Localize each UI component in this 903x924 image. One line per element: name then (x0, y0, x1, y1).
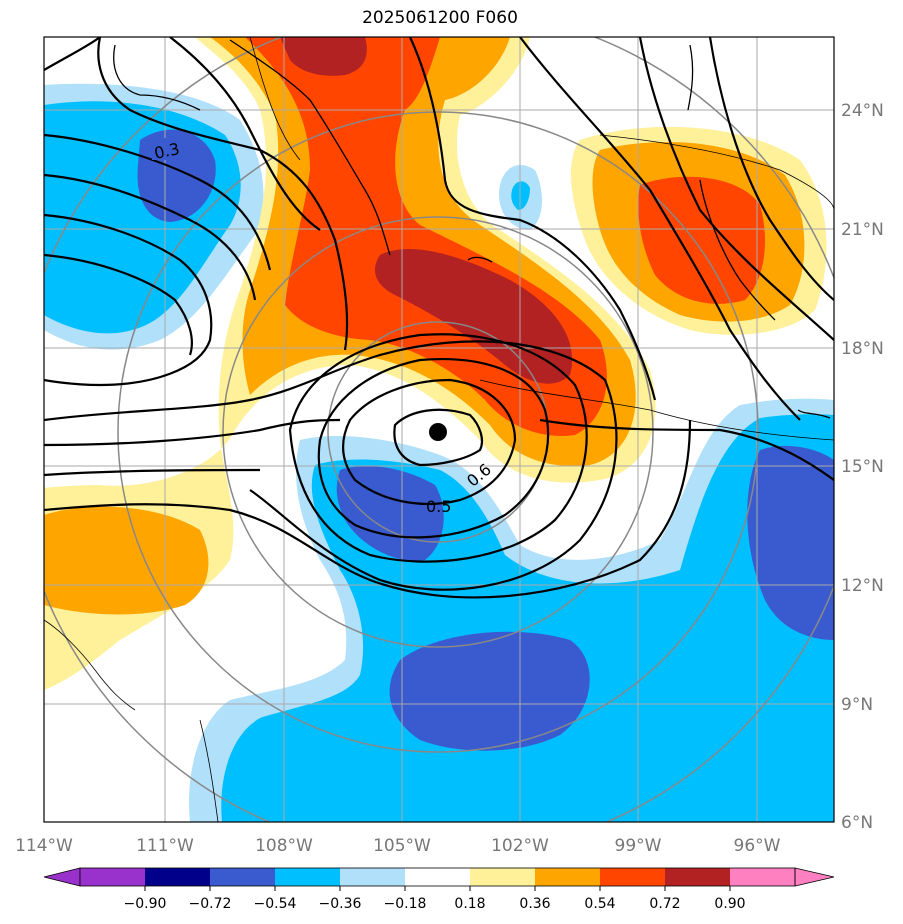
colorbar-segment (535, 868, 600, 886)
colorbar-segment (665, 868, 730, 886)
map-frame (43, 36, 835, 823)
lon-label-99w: 99°W (615, 836, 662, 856)
lat-label-24n: 24°N (841, 101, 884, 121)
colorbar-tick-label: 0.18 (454, 896, 485, 912)
colorbar-min-extend (43, 867, 81, 887)
lon-label-102w: 102°W (491, 836, 549, 856)
shading-neg-strong (137, 129, 834, 751)
colorbar-segment (470, 868, 535, 886)
colorbar-tick-label: −0.90 (124, 896, 167, 912)
colorbar-segment (210, 868, 275, 886)
vorticity-contours (44, 37, 834, 599)
colorbar-max-extend (794, 867, 835, 887)
colorbar-tick-label: 0.72 (649, 896, 680, 912)
lon-label-108w: 108°W (255, 836, 313, 856)
lon-label-114w: 114°W (15, 836, 73, 856)
lat-labels: 24°N 21°N 18°N 15°N 12°N 9°N 6°N (841, 101, 884, 833)
lat-label-21n: 21°N (841, 220, 884, 240)
lat-label-15n: 15°N (841, 457, 884, 477)
lon-labels: 114°W 111°W 108°W 105°W 102°W 99°W 96°W (15, 836, 781, 856)
lat-label-9n: 9°N (841, 695, 873, 715)
colorbar-tick-label: −0.72 (189, 896, 232, 912)
colorbar-tick-label: 0.36 (519, 896, 550, 912)
colorbar-tick-label: −0.54 (254, 896, 297, 912)
contour-label-05: 0.5 (426, 497, 451, 516)
lon-label-111w: 111°W (136, 836, 194, 856)
lat-label-6n: 6°N (841, 813, 873, 833)
borders (44, 37, 834, 822)
colorbar-tick-label: 0.90 (714, 896, 745, 912)
colorbar-tick-label: 0.54 (584, 896, 615, 912)
lat-label-18n: 18°N (841, 339, 884, 359)
colorbar-segment (730, 868, 795, 886)
lon-label-105w: 105°W (373, 836, 431, 856)
colorbar: −0.90 −0.72 −0.54 −0.36 −0.18 0.18 0.36 … (43, 867, 835, 912)
colorbar-segment (80, 868, 145, 886)
lat-label-12n: 12°N (841, 576, 884, 596)
colorbar-segment (340, 868, 405, 886)
map-area: 0.3 0.6 0.5 (44, 37, 834, 822)
storm-center-marker (429, 423, 447, 441)
map-title: 2025061200 F060 (362, 8, 518, 28)
colorbar-tick-label: −0.18 (384, 896, 427, 912)
colorbar-segment (405, 868, 470, 886)
colorbar-segment (600, 868, 665, 886)
shading-pos-extreme (280, 37, 573, 384)
lon-label-96w: 96°W (734, 836, 781, 856)
lat-lon-grid (44, 37, 834, 822)
colorbar-segment (145, 868, 210, 886)
colorbar-segment (275, 868, 340, 886)
contour-label-03: 0.3 (152, 139, 181, 163)
colorbar-tick-label: −0.36 (319, 896, 362, 912)
coastlines (113, 39, 831, 419)
